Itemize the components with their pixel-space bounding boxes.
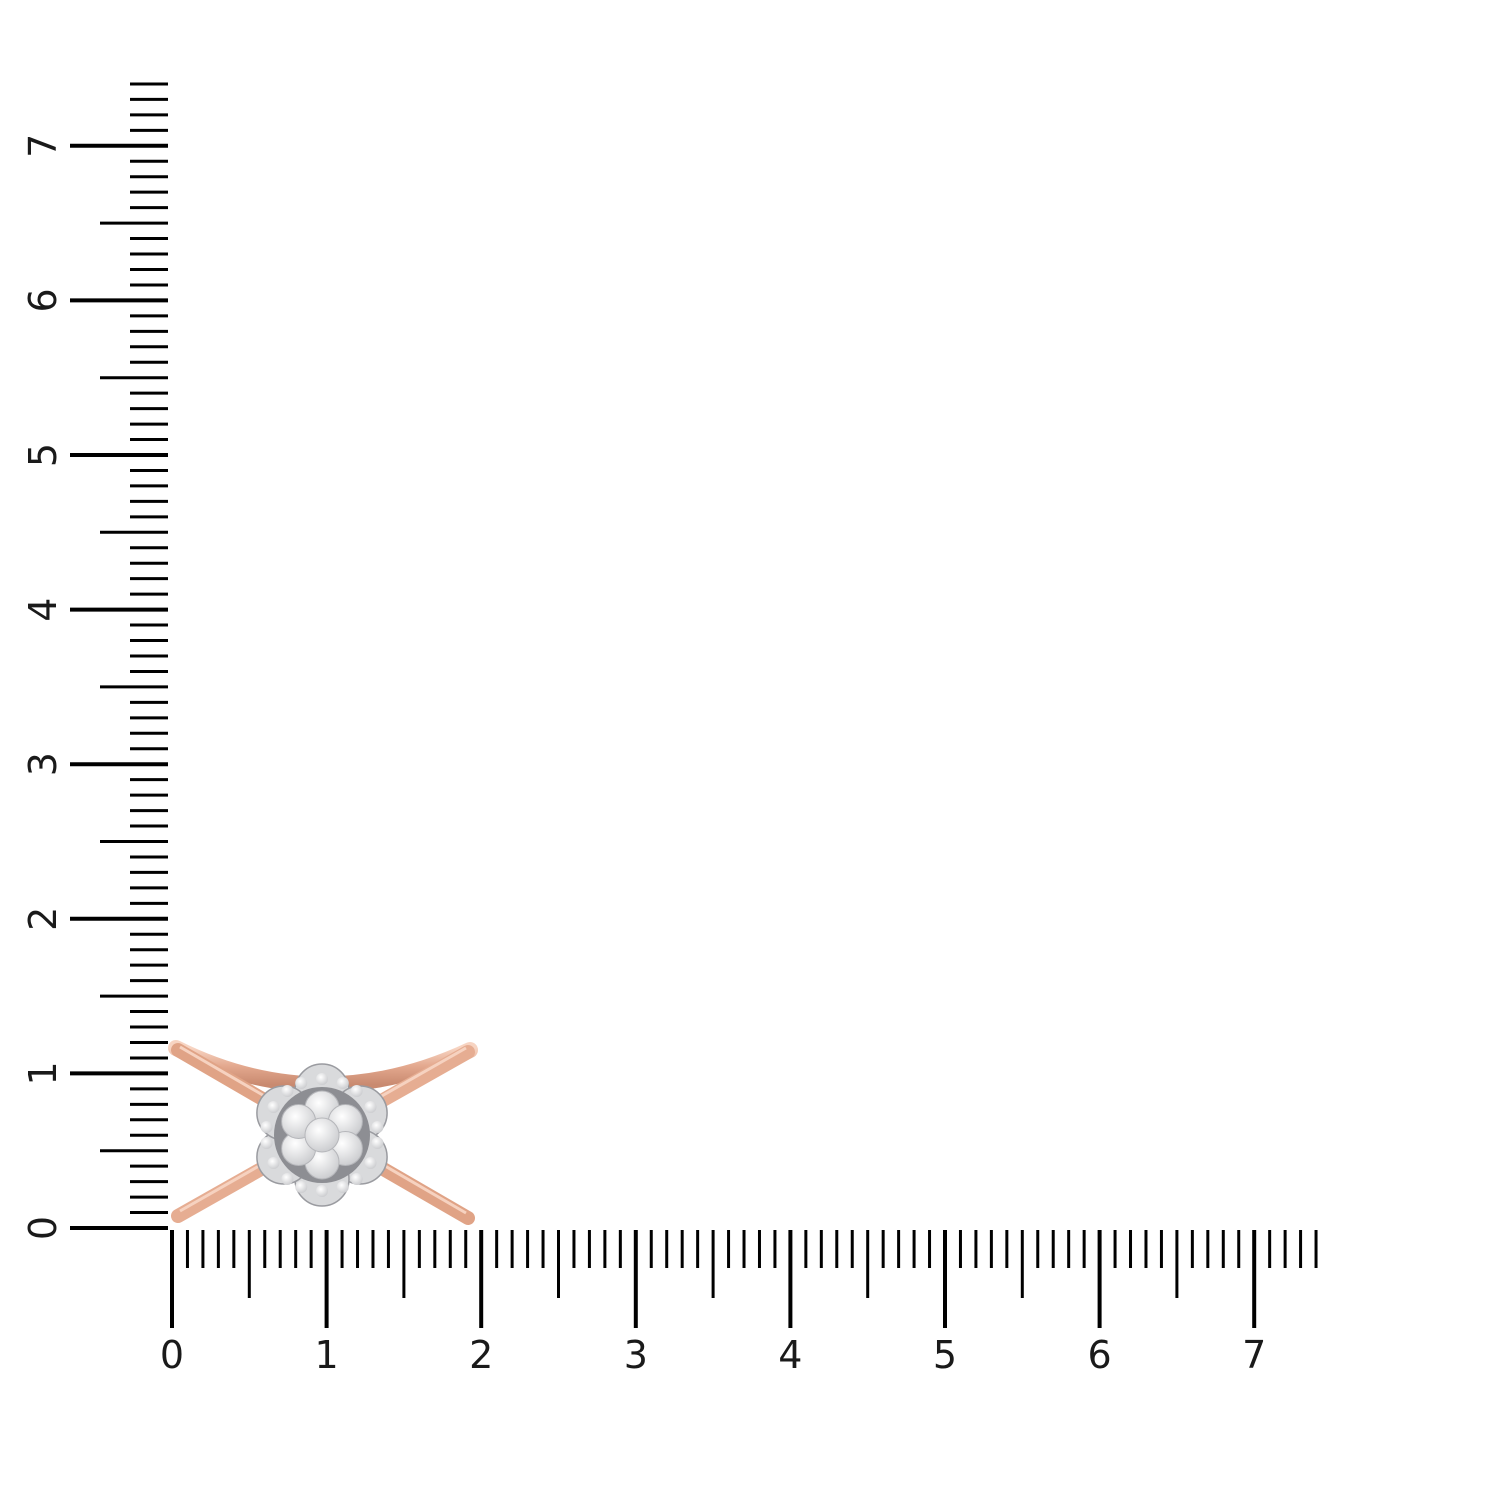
halo-diamond: [281, 1172, 294, 1185]
halo-diamond: [267, 1157, 280, 1169]
ruler-label: 5: [933, 1333, 957, 1377]
halo-diamond: [364, 1101, 377, 1113]
halo-diamond: [267, 1101, 280, 1113]
horizontal-ruler: 0 1 2 3 4 5 6 7: [160, 1230, 1318, 1377]
halo-diamond: [281, 1085, 294, 1098]
halo-diamond: [316, 1073, 328, 1085]
ruler-label: 3: [624, 1333, 648, 1377]
ruler-label: 6: [1088, 1333, 1112, 1377]
halo-diamond: [336, 1076, 349, 1089]
ruler-label: 4: [778, 1333, 802, 1377]
halo-diamond: [350, 1172, 363, 1185]
ruler-label: 7: [1242, 1333, 1266, 1377]
vertical-ruler: 0 1 2 3 4 5 6 7: [21, 82, 168, 1240]
halo-diamond: [295, 1076, 308, 1089]
halo-diamond: [295, 1181, 308, 1194]
ruler-label: 1: [315, 1333, 339, 1377]
ruler-label: 3: [21, 752, 65, 776]
halo-diamond: [350, 1085, 363, 1098]
ring-product: [168, 1040, 478, 1225]
halo-diamond: [336, 1181, 349, 1194]
ruler-label: 2: [469, 1333, 493, 1377]
halo-diamond: [364, 1157, 377, 1169]
halo-diamond: [371, 1137, 384, 1150]
halo-diamond: [260, 1137, 273, 1150]
halo-diamond: [371, 1120, 384, 1133]
halo-diamond: [316, 1185, 328, 1197]
ruler-label: 1: [21, 1061, 65, 1085]
ruler-label: 6: [21, 288, 65, 312]
halo-diamond: [260, 1120, 273, 1133]
ruler-label: 7: [21, 134, 65, 158]
diamond-flower-cluster: [256, 1063, 388, 1207]
ruler-label: 5: [21, 443, 65, 467]
ruler-label: 4: [21, 598, 65, 622]
ruler-label: 2: [21, 907, 65, 931]
ruler-label: 0: [160, 1333, 184, 1377]
ruler-label: 0: [21, 1216, 65, 1240]
center-diamond: [304, 1117, 340, 1153]
